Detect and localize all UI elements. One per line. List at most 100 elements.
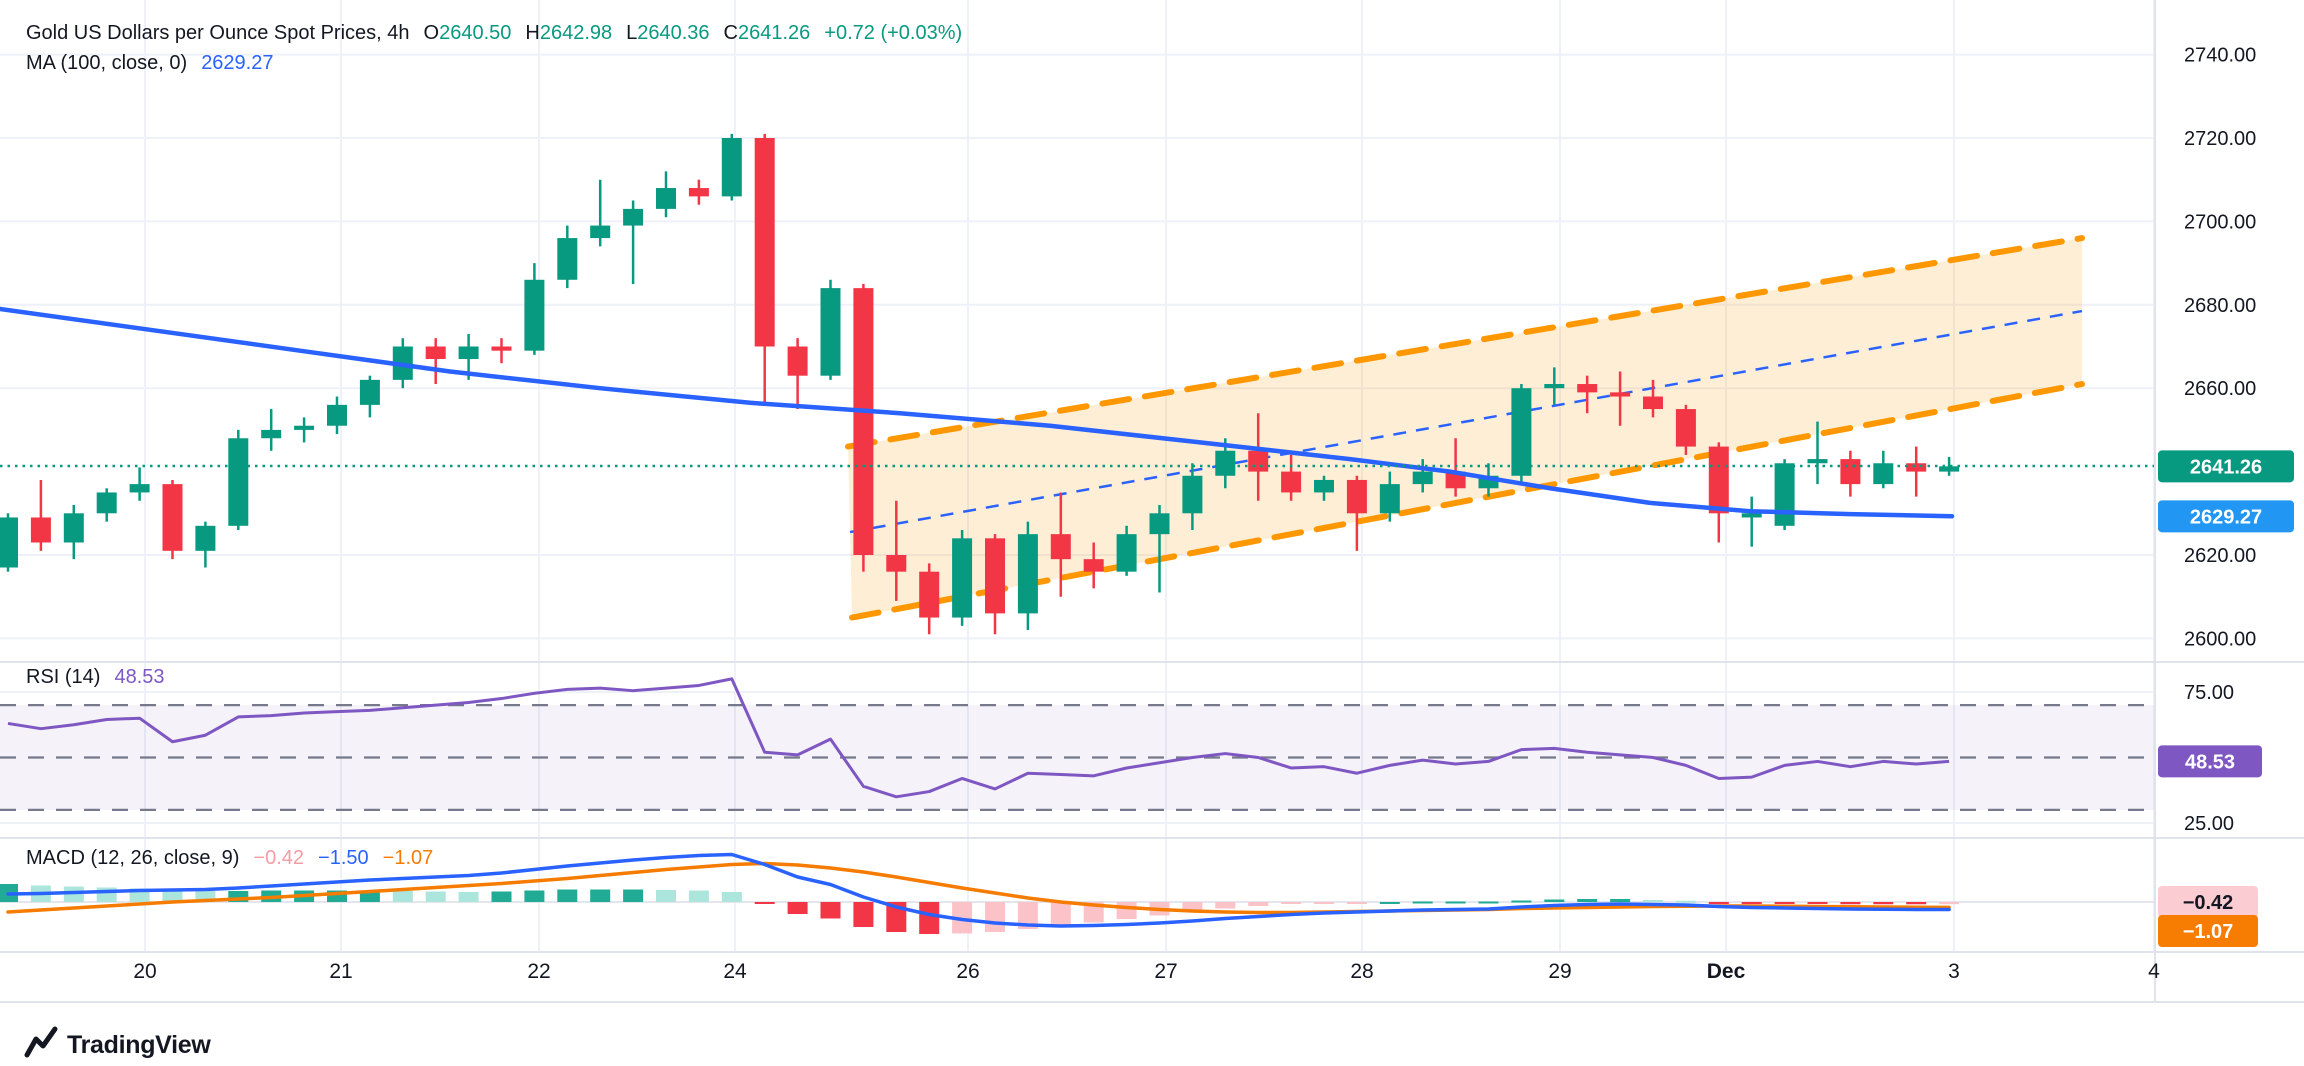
close-label: C (723, 22, 738, 44)
open-value: 2640.50 (439, 22, 512, 44)
candle (1906, 463, 1927, 472)
macd-signal-badge-bg (2158, 915, 2258, 947)
rsi-axis-label: 25.00 (2184, 813, 2234, 835)
price-axis-label: 2720.00 (2184, 128, 2256, 150)
candle (1807, 459, 1828, 464)
change-value: +0.72 (+0.03%) (824, 22, 963, 44)
candle (985, 538, 1005, 614)
candle (1116, 534, 1137, 572)
candle (1083, 559, 1104, 572)
candle (688, 188, 709, 197)
candle (1675, 409, 1696, 447)
channel-lower-line (849, 381, 2085, 621)
candle (754, 138, 775, 347)
macd-label: MACD (12, 26, close, 9) (26, 847, 240, 869)
ma-value-badge-bg (2158, 500, 2294, 533)
macd-histogram-bar (228, 891, 249, 902)
symbol-header[interactable]: Gold US Dollars per Ounce Spot Prices, 4… (26, 22, 962, 45)
candle (425, 346, 446, 360)
macd-histogram-bar (919, 902, 940, 934)
candle (1511, 388, 1532, 476)
rsi-value: 48.53 (114, 666, 165, 688)
ma-indicator-header[interactable]: MA (100, close, 0) 2629.27 (26, 52, 273, 75)
candle (1741, 513, 1762, 518)
time-axis-label: 28 (1350, 960, 1373, 983)
macd-indicator-header[interactable]: MACD (12, 26, close, 9) −0.42 −1.50 −1.0… (26, 847, 433, 870)
candle (1017, 534, 1038, 614)
price-axis-label: 2620.00 (2184, 545, 2256, 567)
low-value: 2640.36 (637, 22, 710, 44)
time-axis-label: 21 (329, 960, 352, 983)
candle (524, 279, 545, 351)
high-value: 2642.98 (539, 22, 613, 44)
ma-value: 2629.27 (201, 52, 274, 74)
low-label: L (626, 22, 638, 44)
candle (1643, 396, 1663, 410)
macd-histogram-bar (688, 890, 709, 902)
candle (1346, 479, 1367, 514)
macd-signal-value: −1.07 (382, 847, 434, 869)
time-axis-label: 27 (1154, 960, 1177, 983)
macd-histogram-bar (1675, 900, 1696, 903)
candle (1050, 534, 1071, 560)
candle (656, 188, 676, 209)
macd-histogram-bar (1643, 900, 1663, 902)
candle (952, 538, 973, 618)
price-scale[interactable] (2155, 0, 2304, 1002)
macd-histogram-bar (1445, 901, 1466, 904)
macd-histogram-bar (1215, 902, 1236, 909)
candle (0, 517, 18, 568)
candle (820, 288, 841, 376)
rsi-indicator-header[interactable]: RSI (14) 48.53 (26, 666, 165, 689)
macd-histogram-bar (1741, 902, 1762, 904)
macd-histogram-bar (327, 890, 347, 902)
macd-histogram-bar (1544, 899, 1565, 902)
macd-line-value: −1.50 (318, 847, 369, 869)
time-axis-label: Dec (1707, 960, 1746, 983)
macd-histogram-bar (524, 890, 545, 902)
macd-histogram-bar (195, 891, 216, 902)
candle (1182, 475, 1203, 514)
macd-histogram-bar (623, 889, 644, 902)
rsi-value-badge: 48.53 (2185, 751, 2235, 773)
candle (228, 438, 249, 526)
macd-histogram-bar (557, 889, 578, 902)
channel-mid-line (849, 309, 2083, 534)
macd-hist-value: −0.42 (253, 847, 305, 869)
time-scale[interactable] (0, 952, 2155, 1012)
ma-label: MA (100, close, 0) (26, 52, 188, 74)
candle (63, 513, 84, 543)
time-axis-label: 20 (133, 960, 156, 983)
time-axis-label: 22 (527, 960, 550, 983)
tradingview-logo[interactable]: TradingView (24, 1026, 211, 1065)
macd-line (6, 852, 1951, 928)
macd-signal-line (6, 861, 1951, 915)
macd-histogram-bar (491, 891, 512, 902)
tradingview-logo-icon (24, 1026, 58, 1065)
candle (261, 429, 282, 439)
close-value: 2641.26 (738, 22, 811, 44)
candle (1840, 459, 1861, 485)
rsi-line (7, 677, 1950, 799)
macd-histogram-bar (590, 889, 611, 902)
candle (919, 571, 940, 618)
macd-histogram-bar (359, 890, 380, 902)
candle (1314, 479, 1334, 493)
macd-histogram-bar (1379, 902, 1400, 904)
macd-histogram-bar (1050, 902, 1071, 926)
candle (853, 288, 874, 555)
macd-hist-badge: −0.42 (2183, 892, 2234, 914)
macd-histogram-bar (1610, 899, 1631, 902)
macd-histogram-bar (1807, 902, 1828, 904)
macd-histogram-bar (853, 902, 874, 927)
candle (294, 425, 315, 430)
macd-signal-badge: −1.07 (2183, 921, 2234, 943)
candle (96, 492, 117, 514)
candle (557, 238, 578, 280)
time-axis-label: 24 (723, 960, 747, 983)
macd-histogram-bar (458, 892, 479, 902)
candle (327, 404, 347, 426)
candle (162, 484, 183, 551)
macd-histogram-bar (1774, 902, 1795, 904)
